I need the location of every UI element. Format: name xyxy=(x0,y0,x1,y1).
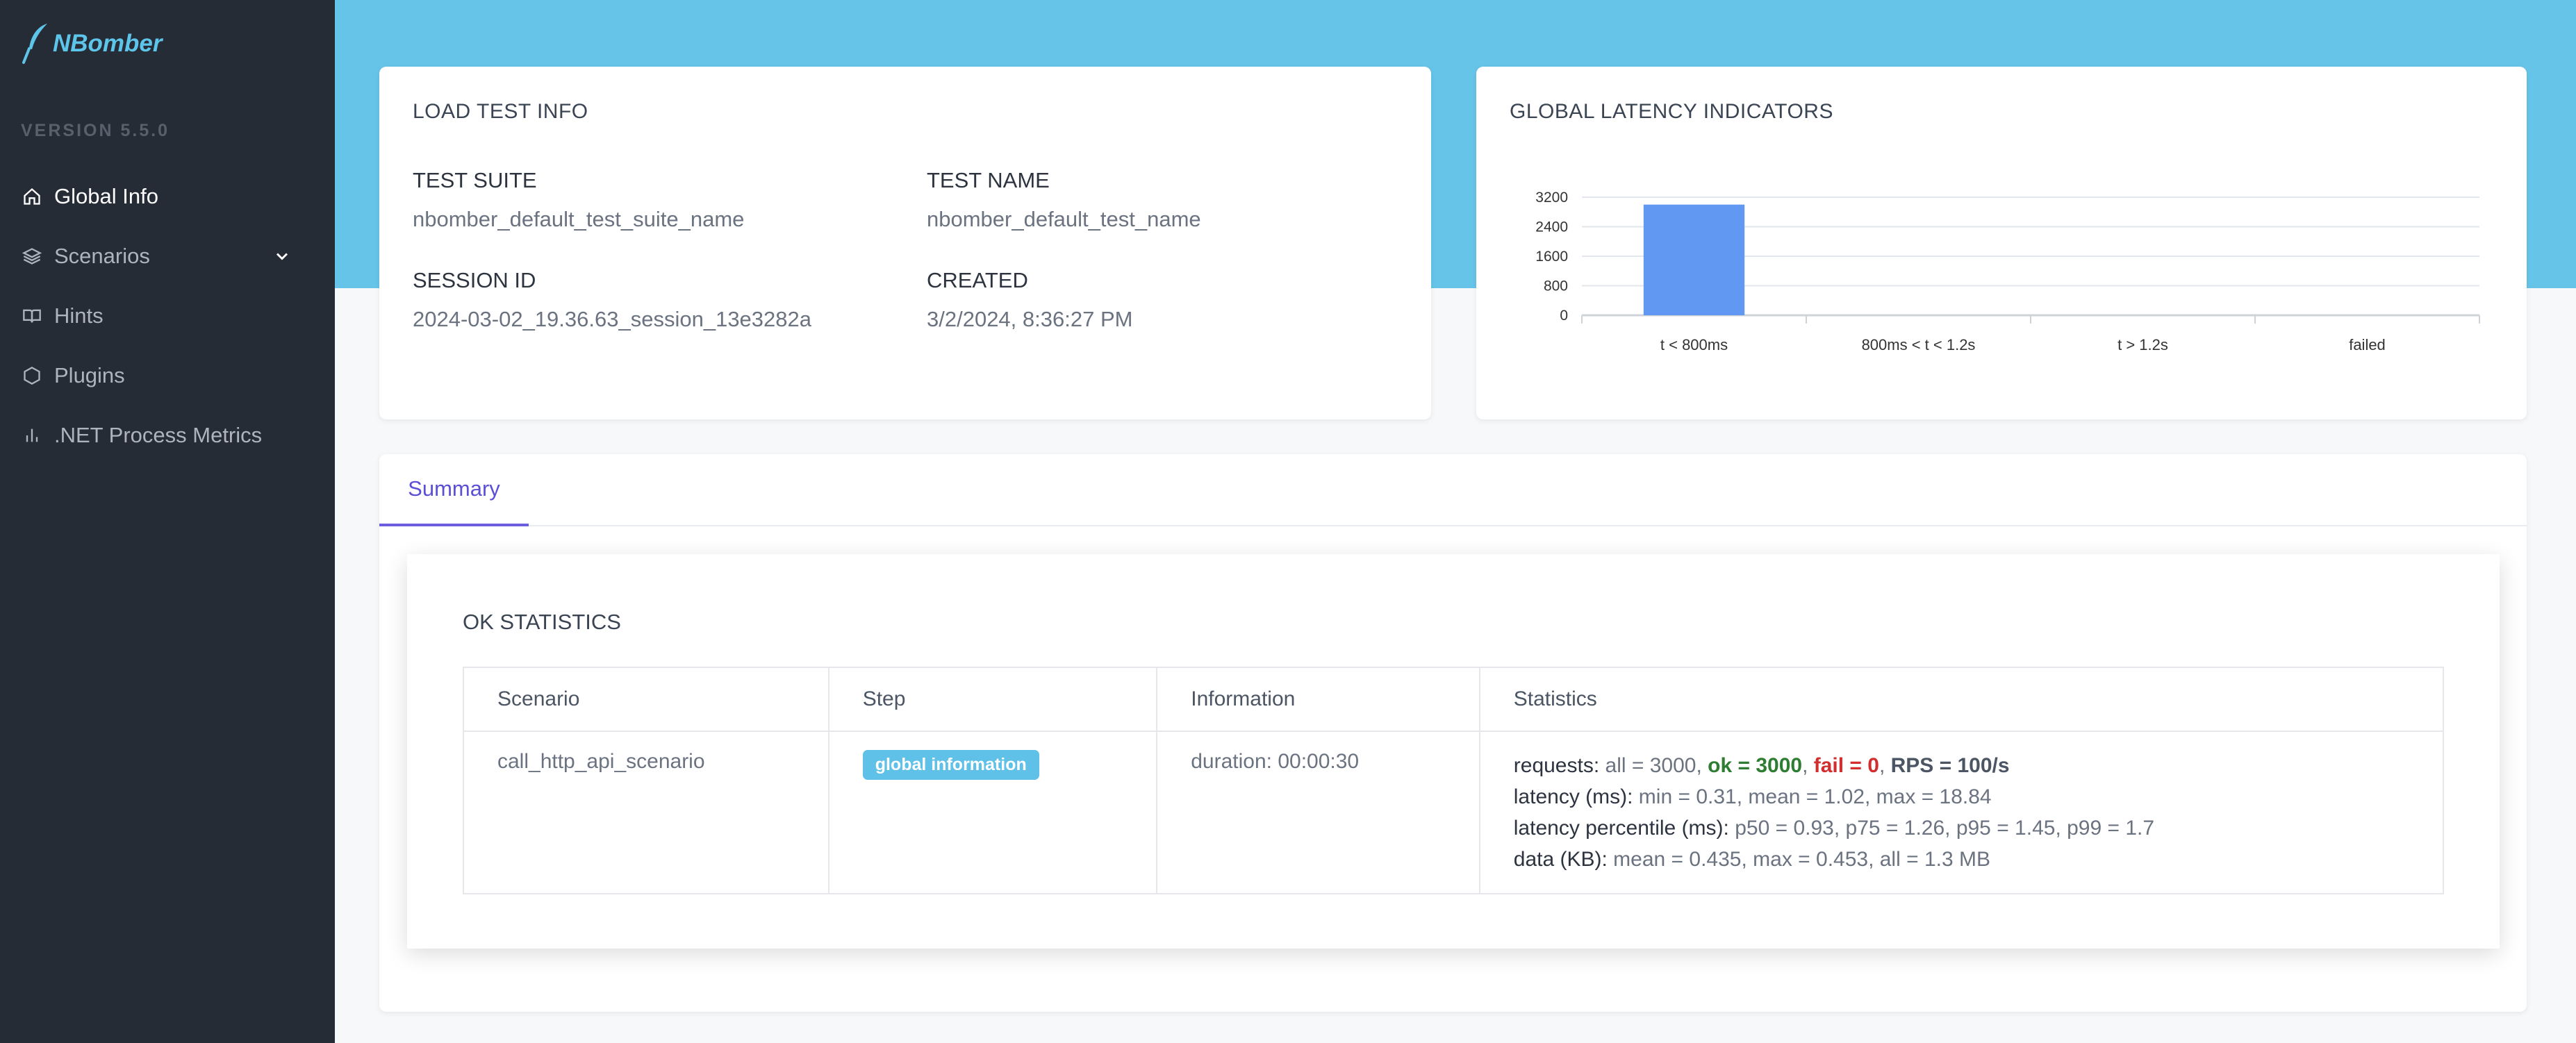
requests-all: all = 3000, xyxy=(1599,754,1708,777)
column-header-scenario: Scenario xyxy=(463,667,829,732)
scenario-cell: call_http_api_scenario xyxy=(463,731,829,894)
requests-fail: fail = 0 xyxy=(1813,754,1879,777)
summary-card: Summary OK STATISTICS Scenario Step Info… xyxy=(379,454,2527,1012)
tab-bar: Summary xyxy=(379,454,2527,526)
latency-percentile-line: latency percentile (ms): p50 = 0.93, p75… xyxy=(1514,812,2409,844)
test-suite-value: nbomber_default_test_suite_name xyxy=(413,207,745,231)
information-cell: duration: 00:00:30 xyxy=(1156,731,1480,894)
step-cell: global information xyxy=(827,731,1158,894)
separator: , xyxy=(1802,754,1814,777)
x-tick-label: t > 1.2s xyxy=(2117,336,2168,353)
y-tick-label: 1600 xyxy=(1535,249,1568,265)
sidebar-item-label: Plugins xyxy=(54,363,125,387)
session-id-label: SESSION ID xyxy=(413,268,536,292)
x-tick-label: t < 800ms xyxy=(1660,336,1728,353)
data-label: data (KB): xyxy=(1513,848,1608,871)
y-tick-label: 3200 xyxy=(1535,190,1568,206)
column-header-information: Information xyxy=(1156,667,1480,732)
session-id-value: 2024-03-02_19.36.63_session_13e3282a xyxy=(413,307,811,331)
requests-ok: ok = 3000 xyxy=(1708,754,1803,777)
home-icon xyxy=(22,187,42,206)
latency-indicators-card: GLOBAL LATENCY INDICATORS 0 800 1600 2400 32… xyxy=(1476,67,2527,419)
test-suite-label: TEST SUITE xyxy=(413,168,537,192)
sidebar-item-label: Global Info xyxy=(54,184,158,208)
logo[interactable]: NBomber xyxy=(19,21,163,67)
chevron-down-icon[interactable] xyxy=(272,247,292,266)
step-badge: global information xyxy=(862,750,1039,780)
requests-label: requests: xyxy=(1513,754,1600,777)
data-value: mean = 0.435, max = 0.453, all = 1.3 MB xyxy=(1607,848,1990,871)
sidebar-item-label: Scenarios xyxy=(54,244,150,268)
y-tick-label: 2400 xyxy=(1535,219,1568,235)
latency-label: latency (ms): xyxy=(1513,785,1633,808)
logo-text: NBomber xyxy=(53,30,163,57)
tab-summary[interactable]: Summary xyxy=(379,454,529,526)
version-label: VERSION 5.5.0 xyxy=(21,121,170,140)
separator: , xyxy=(1879,754,1891,777)
latency-line: latency (ms): min = 0.31, mean = 1.02, m… xyxy=(1514,781,2409,812)
ok-statistics-panel: OK STATISTICS Scenario Step Information … xyxy=(407,554,2500,949)
sidebar-item-plugins[interactable]: Plugins xyxy=(0,346,335,406)
sidebar-item-label: Hints xyxy=(54,303,104,328)
statistics-cell: requests: all = 3000, ok = 3000, fail = … xyxy=(1478,731,2445,894)
x-tick-label: 800ms < t < 1.2s xyxy=(1862,336,1976,353)
table-row: call_http_api_scenario global informatio… xyxy=(463,731,2445,894)
sidebar-item-global-info[interactable]: Global Info xyxy=(0,167,335,226)
ok-statistics-table: Scenario Step Information Statistics cal… xyxy=(463,667,2445,894)
requests-line: requests: all = 3000, ok = 3000, fail = … xyxy=(1514,750,2409,781)
column-header-statistics: Statistics xyxy=(1478,667,2445,732)
column-header-step: Step xyxy=(827,667,1158,732)
created-label: CREATED xyxy=(927,268,1028,292)
sidebar-item-hints[interactable]: Hints xyxy=(0,286,335,346)
latency-percentile-label: latency percentile (ms): xyxy=(1513,817,1729,840)
y-tick-label: 800 xyxy=(1544,278,1568,294)
sidebar-item-label: .NET Process Metrics xyxy=(54,423,263,447)
feather-logo-icon xyxy=(22,24,47,64)
x-tick-label: failed xyxy=(2349,336,2386,353)
bar-0 xyxy=(1643,204,1745,315)
bar-chart-icon xyxy=(22,426,42,445)
requests-rps: RPS = 100/s xyxy=(1890,754,2010,777)
y-tick-label: 0 xyxy=(1560,308,1568,324)
test-name-value: nbomber_default_test_name xyxy=(927,207,1201,231)
card-title: LOAD TEST INFO xyxy=(413,100,588,123)
data-line: data (KB): mean = 0.435, max = 0.453, al… xyxy=(1514,844,2409,875)
test-name-label: TEST NAME xyxy=(927,168,1050,192)
load-test-info-card: LOAD TEST INFO TEST SUITE nbomber_defaul… xyxy=(379,67,1431,419)
layers-icon xyxy=(22,247,42,266)
sidebar: NBomber VERSION 5.5.0 Global Info Scenar… xyxy=(0,0,335,1043)
latency-value: min = 0.31, mean = 1.02, max = 18.84 xyxy=(1633,785,1992,808)
created-value: 3/2/2024, 8:36:27 PM xyxy=(927,307,1133,331)
book-icon xyxy=(22,306,42,326)
sidebar-nav: Global Info Scenarios Hints Plugins . xyxy=(0,167,335,465)
sidebar-item-net-process-metrics[interactable]: .NET Process Metrics xyxy=(0,406,335,465)
hexagon-icon xyxy=(22,366,42,385)
sidebar-item-scenarios[interactable]: Scenarios xyxy=(0,226,335,286)
latency-percentile-value: p50 = 0.93, p75 = 1.26, p95 = 1.45, p99 … xyxy=(1728,817,2155,840)
card-title: GLOBAL LATENCY INDICATORS xyxy=(1510,100,1833,123)
latency-bar-chart: 0 800 1600 2400 3200 t < 800ms 800ms < t < 1.2… xyxy=(1535,190,2480,353)
section-title: OK STATISTICS xyxy=(463,610,621,634)
table-header-row: Scenario Step Information Statistics xyxy=(463,667,2445,732)
